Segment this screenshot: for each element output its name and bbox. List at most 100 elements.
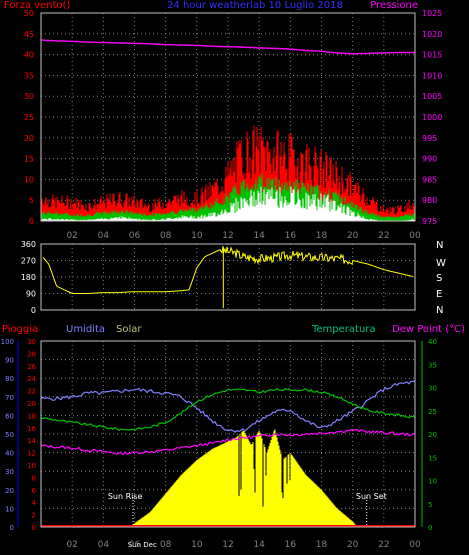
chart3-rain-label: Pioggia (2, 324, 38, 335)
chart1-y-right-tick: 1010 (422, 71, 442, 80)
chart3-rain-tick: 22 (27, 388, 36, 396)
chart1-x-tick: 04 (98, 231, 110, 241)
chart1-y-right-tick: 995 (422, 134, 437, 143)
chart3-temp-tick: 30 (428, 385, 437, 393)
chart3-x-tick: 12 (222, 540, 233, 550)
chart1-y-right-tick: 990 (422, 155, 437, 164)
chart1-y-right-tick: 1020 (422, 30, 442, 39)
chart3-humidity-tick: 50 (5, 431, 14, 439)
chart1-x-tick: 20 (347, 231, 359, 241)
chart2-y-tick: 90 (26, 290, 36, 299)
chart3-rain-tick: 14 (27, 437, 36, 445)
chart3-rain-tick: 18 (27, 412, 36, 420)
chart2-y-tick: 270 (21, 257, 36, 266)
chart3-temp-label: Temperatura (311, 324, 376, 335)
chart3-x-tick: 10 (191, 540, 203, 550)
chart1-right-label: Pressione (370, 0, 418, 11)
chart3-x-tick: 22 (378, 540, 389, 550)
chart3-rain-tick: 4 (32, 499, 37, 507)
chart1-y-right-tick: 975 (422, 217, 437, 226)
chart1-y-left-tick: 50 (24, 9, 34, 18)
temperature-line (40, 388, 416, 432)
chart3-rain-tick: 8 (32, 474, 36, 482)
chart3-temp-tick: 0 (428, 524, 432, 532)
chart1-x-tick: 08 (160, 231, 172, 241)
chart1-x-tick: 10 (191, 231, 203, 241)
chart2-compass-label: E (436, 289, 442, 300)
humidity-line (40, 380, 416, 433)
chart1-title: 24 hour weatherlab 10 Luglio 2018 (167, 0, 343, 11)
chart2-y-tick: 180 (21, 273, 36, 282)
chart3-humidity-tick: 100 (1, 338, 14, 346)
chart3-rain-tick: 6 (32, 487, 37, 495)
chart2-compass-label: N (436, 240, 443, 251)
chart3-rain-tick: 12 (27, 450, 36, 458)
chart3-x-tick: 08 (160, 540, 172, 550)
sun-dec-label: Sun Dec (128, 541, 157, 549)
chart1-x-tick: 00 (409, 231, 421, 241)
chart1-y-right-tick: 985 (422, 175, 437, 184)
wind-direction-line (42, 246, 414, 294)
chart2-y-tick: 360 (21, 240, 36, 249)
chart1-y-left-tick: 20 (24, 134, 34, 143)
chart3-rain-tick: 10 (27, 462, 36, 470)
chart1-y-left-tick: 10 (24, 175, 34, 184)
chart3-humidity-tick: 0 (10, 524, 14, 532)
chart1-y-right-tick: 1025 (422, 9, 442, 18)
chart1-y-left-tick: 5 (29, 196, 34, 205)
chart3-temp-tick: 20 (428, 431, 437, 439)
chart1-y-left-tick: 0 (29, 217, 34, 226)
chart3-humidity-tick: 40 (5, 450, 14, 458)
chart3-humidity-tick: 70 (5, 394, 14, 402)
chart3-x-tick: 16 (285, 540, 297, 550)
chart3-humidity-tick: 80 (5, 375, 14, 383)
chart3-temp-tick: 40 (428, 338, 437, 346)
chart3-humidity-tick: 90 (5, 357, 14, 365)
chart3-x-tick: 18 (316, 540, 328, 550)
chart3-rain-tick: 16 (27, 425, 36, 433)
chart1-x-tick: 18 (316, 231, 328, 241)
chart2-compass-label: W (436, 258, 446, 269)
chart3-rain-tick: 0 (32, 524, 36, 532)
chart1-frame (40, 12, 416, 222)
humidity-temperature-panel: 0102030405060708090100024681012141618202… (1, 338, 437, 550)
chart3-x-tick: 06 (129, 540, 141, 550)
chart1-x-tick: 12 (222, 231, 233, 241)
pressure-line (40, 39, 415, 55)
chart3-x-tick: 02 (66, 540, 77, 550)
chart1-x-tick: 06 (129, 231, 141, 241)
chart3-x-tick: 00 (409, 540, 421, 550)
chart1-y-left-tick: 40 (24, 51, 34, 60)
chart3-humidity-tick: 20 (5, 487, 14, 495)
chart3-x-tick: 04 (98, 540, 110, 550)
wind-pressure-panel: 0510152025303540455097598098599099510001… (24, 9, 443, 241)
chart1-x-tick: 22 (378, 231, 389, 241)
chart1-x-tick: 14 (253, 231, 265, 241)
dewpoint-line (40, 428, 416, 456)
chart3-temp-tick: 15 (428, 454, 437, 462)
chart3-rain-tick: 30 (27, 338, 36, 346)
chart3-rain-tick: 26 (27, 363, 36, 371)
chart3-temp-tick: 5 (428, 501, 432, 509)
chart1-y-left-tick: 25 (24, 113, 34, 122)
chart3-humidity-tick: 60 (5, 412, 14, 420)
chart1-y-left-tick: 45 (24, 30, 34, 39)
chart1-y-right-tick: 1000 (422, 113, 442, 122)
sunset-label: Sun Set (356, 492, 387, 501)
chart3-humidity-tick: 30 (5, 468, 14, 476)
chart1-y-left-tick: 15 (24, 155, 34, 164)
chart1-y-right-tick: 1005 (422, 92, 442, 101)
chart3-rain-tick: 20 (27, 400, 36, 408)
chart1-y-right-tick: 1015 (422, 51, 442, 60)
chart3-rain-tick: 24 (27, 375, 36, 383)
chart3-solar-label: Solar (116, 324, 142, 335)
chart1-y-left-tick: 30 (24, 92, 34, 101)
chart1-x-tick: 16 (285, 231, 297, 241)
chart3-x-tick: 14 (253, 540, 265, 550)
chart3-temp-tick: 10 (428, 478, 437, 486)
sunrise-label: Sun Rise (108, 492, 143, 501)
chart2-compass-label: S (436, 273, 442, 284)
chart3-humidity-tick: 10 (5, 505, 14, 513)
chart2-compass-label: N (436, 305, 443, 316)
